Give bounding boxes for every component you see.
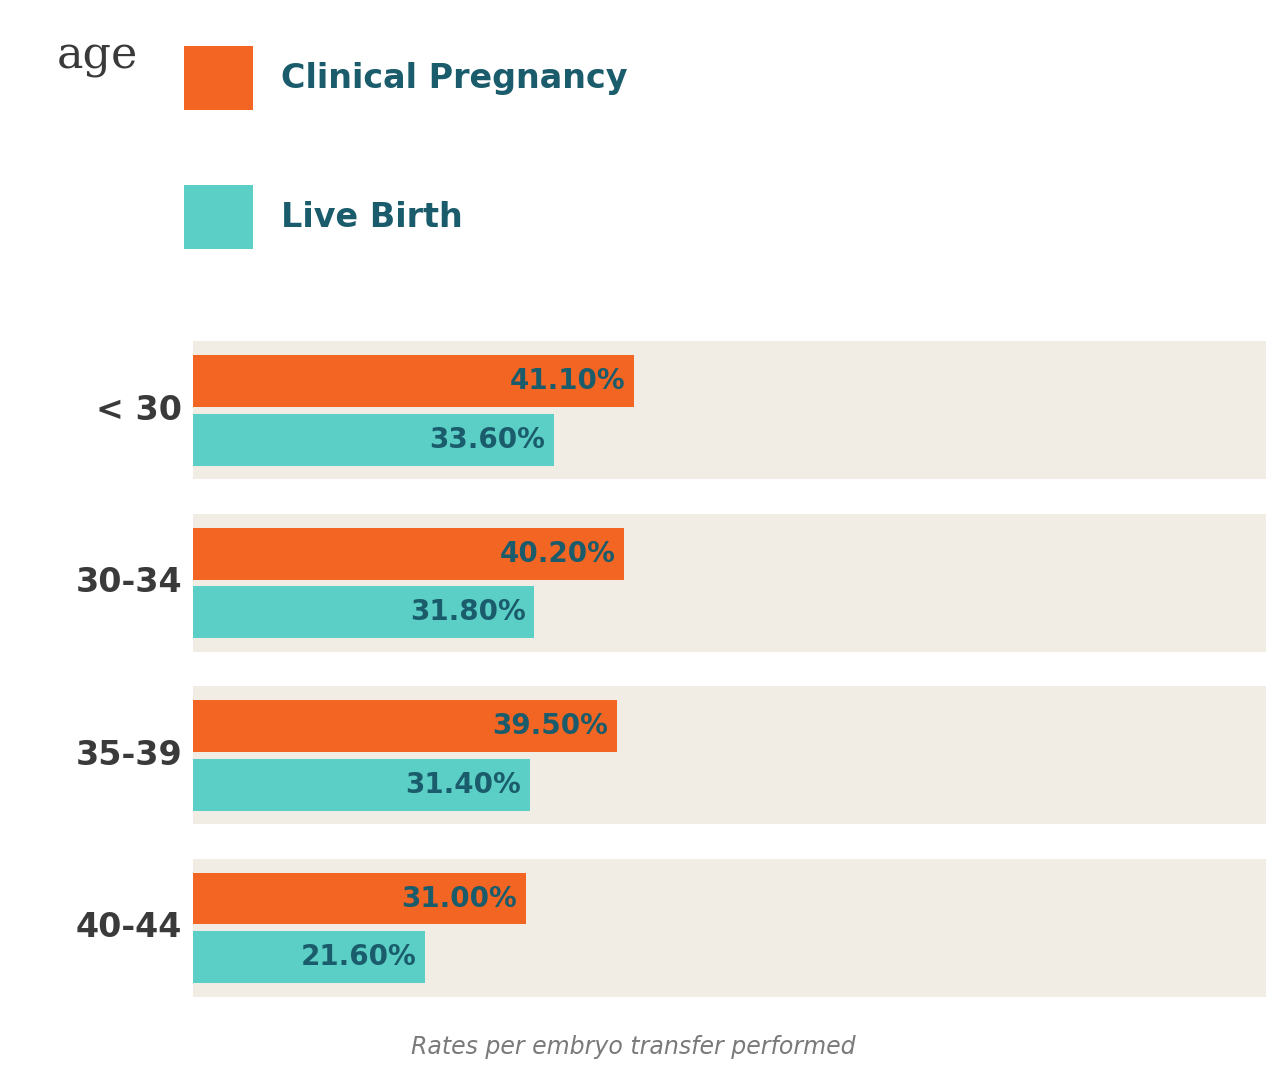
Text: Rates per embryo transfer performed: Rates per embryo transfer performed bbox=[410, 1035, 856, 1059]
FancyBboxPatch shape bbox=[194, 759, 530, 811]
Text: 41.10%: 41.10% bbox=[510, 367, 625, 395]
Text: 21.60%: 21.60% bbox=[300, 943, 417, 971]
FancyBboxPatch shape bbox=[194, 859, 1266, 997]
FancyBboxPatch shape bbox=[194, 873, 525, 924]
Text: age: age bbox=[57, 35, 138, 78]
FancyBboxPatch shape bbox=[184, 46, 253, 110]
FancyBboxPatch shape bbox=[184, 186, 253, 249]
Text: Live Birth: Live Birth bbox=[281, 201, 463, 233]
Text: 40.20%: 40.20% bbox=[500, 540, 615, 568]
Text: Clinical Pregnancy: Clinical Pregnancy bbox=[281, 62, 628, 95]
FancyBboxPatch shape bbox=[194, 341, 1266, 480]
Text: 35-39: 35-39 bbox=[76, 739, 182, 772]
Text: 30-34: 30-34 bbox=[76, 567, 182, 599]
Text: 31.80%: 31.80% bbox=[410, 598, 525, 626]
FancyBboxPatch shape bbox=[194, 687, 1266, 824]
Text: 33.60%: 33.60% bbox=[429, 426, 546, 454]
FancyBboxPatch shape bbox=[194, 355, 634, 407]
Text: 40-44: 40-44 bbox=[76, 912, 182, 944]
Text: 31.00%: 31.00% bbox=[401, 885, 517, 913]
FancyBboxPatch shape bbox=[194, 931, 425, 983]
Text: < 30: < 30 bbox=[96, 394, 182, 427]
Text: 31.40%: 31.40% bbox=[405, 771, 522, 799]
Text: 39.50%: 39.50% bbox=[492, 712, 609, 740]
FancyBboxPatch shape bbox=[194, 700, 617, 752]
FancyBboxPatch shape bbox=[194, 514, 1266, 652]
FancyBboxPatch shape bbox=[194, 586, 534, 638]
FancyBboxPatch shape bbox=[194, 414, 553, 465]
FancyBboxPatch shape bbox=[194, 528, 624, 580]
